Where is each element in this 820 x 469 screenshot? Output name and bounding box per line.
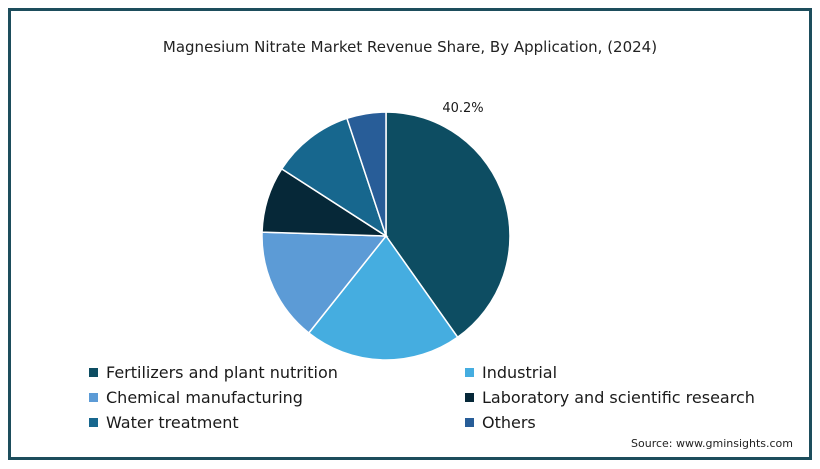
pie-slice-fertilizers-and-plant-nutrition [385,111,511,339]
legend-swatch [465,418,474,427]
legend-swatch [89,418,98,427]
legend-label: Fertilizers and plant nutrition [106,363,338,382]
legend-swatch [89,368,98,377]
legend-label: Others [482,413,536,432]
legend-item-chemical-manufacturing: Chemical manufacturing [89,388,303,407]
pie-slice-others [345,111,387,237]
legend-item-industrial: Industrial [465,363,557,382]
pie-slice-water-treatment [280,117,388,238]
legend-label: Water treatment [106,413,239,432]
pie-slice-chemical-manufacturing [261,231,388,335]
data-label: 40.2% [442,101,483,116]
legend-item-others: Others [465,413,536,432]
legend-label: Industrial [482,363,558,382]
legend-item-fertilizers: Fertilizers and plant nutrition [89,363,338,382]
legend-swatch [465,368,474,377]
legend-swatch [465,393,474,402]
legend-swatch [89,393,98,402]
pie-slice-industrial [307,234,459,361]
source-note: Source: www.gminsights.com [631,437,793,450]
legend-item-water-treatment: Water treatment [89,413,239,432]
chart-title: Magnesium Nitrate Market Revenue Share, … [162,38,658,56]
legend-label: Laboratory and scientific research [482,388,755,407]
chart-frame: Magnesium Nitrate Market Revenue Share, … [8,8,812,460]
legend-item-laboratory: Laboratory and scientific research [465,388,755,407]
pie-chart: 40.2% [261,101,511,361]
legend-label: Chemical manufacturing [106,388,303,407]
